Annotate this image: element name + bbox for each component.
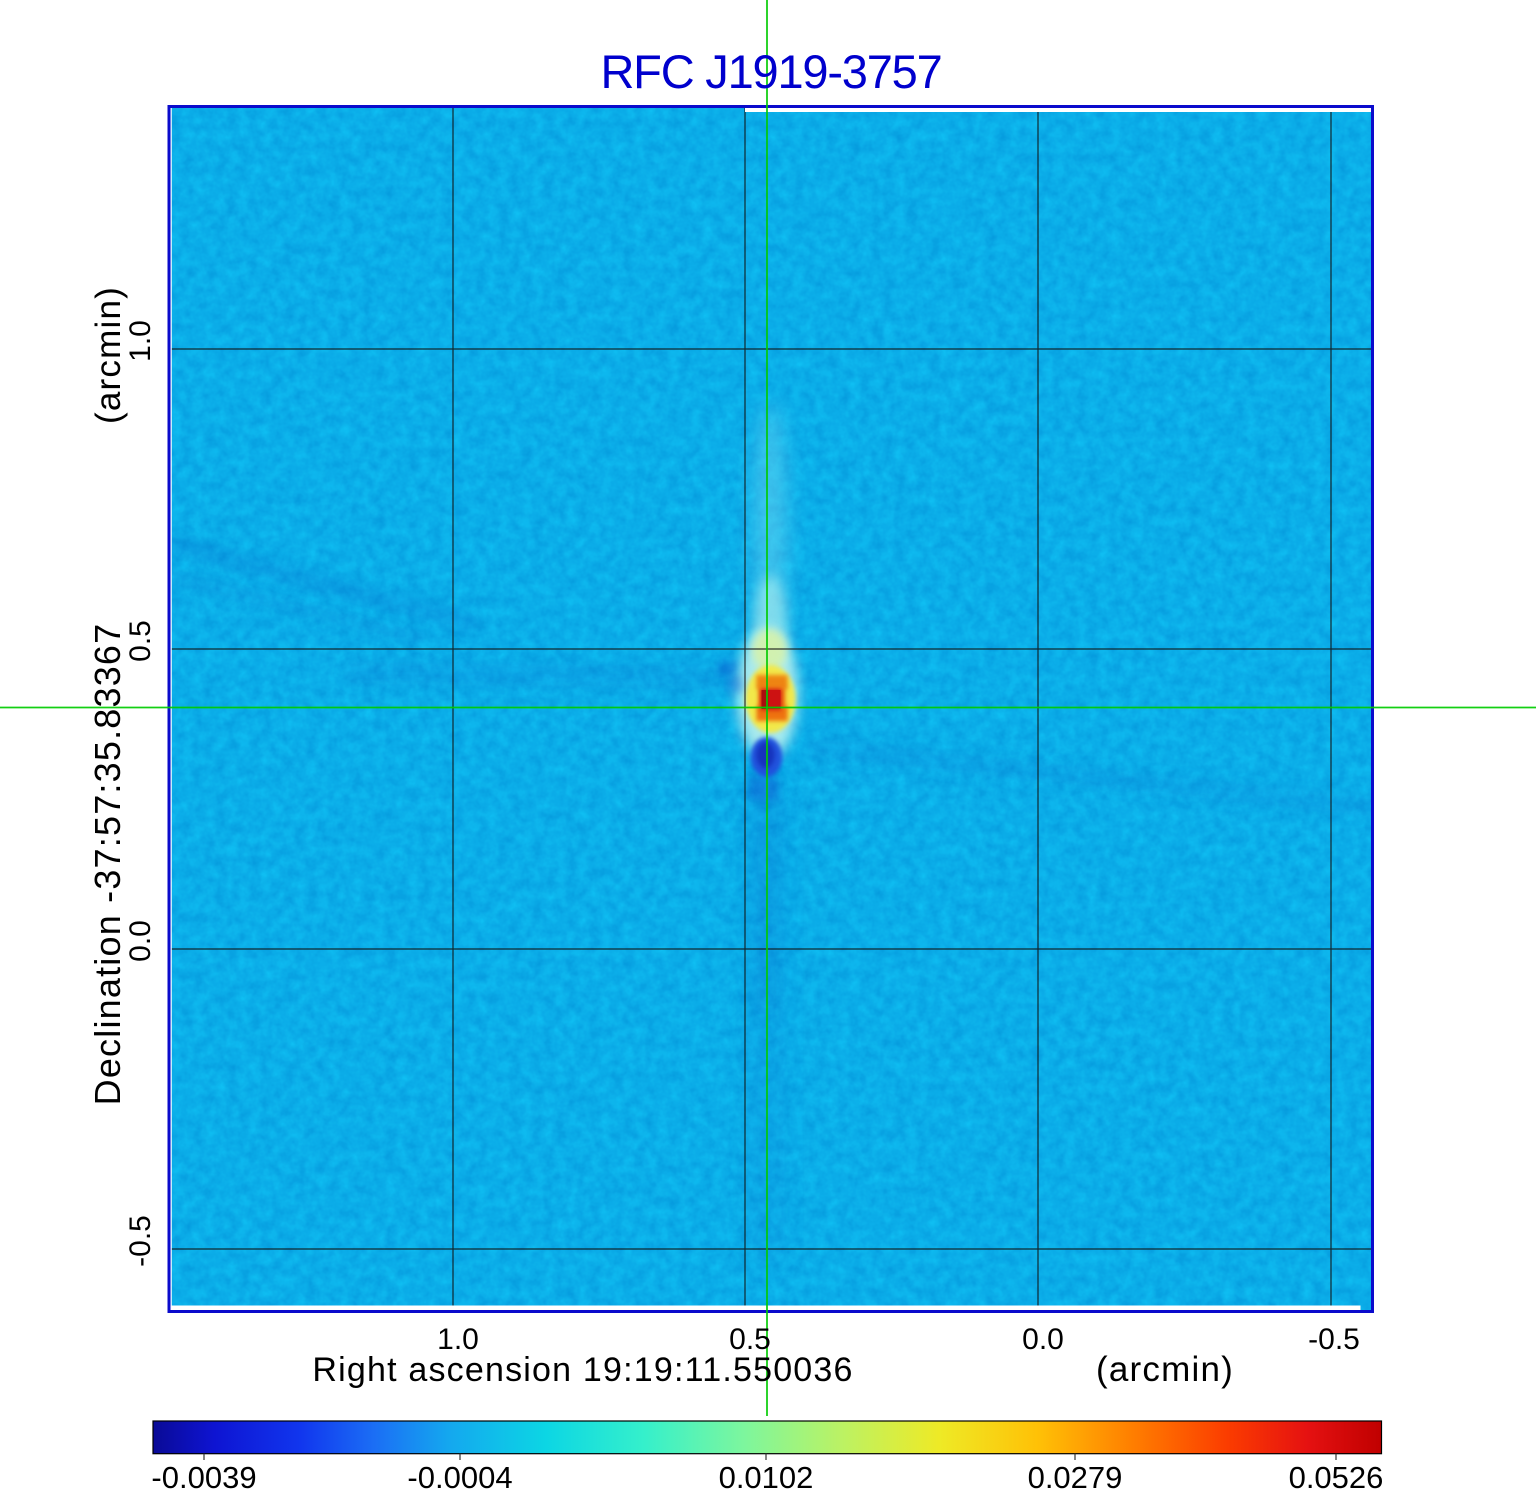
svg-text:-0.0039: -0.0039 xyxy=(151,1460,256,1495)
svg-text:0.0: 0.0 xyxy=(124,920,157,962)
svg-text:Declination -37:57:35.83367: Declination -37:57:35.83367 xyxy=(87,623,128,1106)
svg-text:RFC J1919-3757: RFC J1919-3757 xyxy=(600,45,941,98)
svg-text:1.0: 1.0 xyxy=(124,320,157,362)
svg-text:0.5: 0.5 xyxy=(124,620,157,662)
svg-text:0.0102: 0.0102 xyxy=(719,1460,814,1495)
svg-text:-0.0004: -0.0004 xyxy=(407,1460,512,1495)
svg-text:Right ascension 19:19:11.5500: Right ascension 19:19:11.550036 xyxy=(312,1351,853,1389)
svg-text:1.0: 1.0 xyxy=(437,1323,479,1356)
svg-text:0.0: 0.0 xyxy=(1022,1323,1064,1356)
svg-text:(arcmin): (arcmin) xyxy=(1096,1350,1234,1389)
svg-text:(arcmin): (arcmin) xyxy=(89,286,128,424)
svg-text:0.5: 0.5 xyxy=(729,1323,771,1356)
svg-text:0.0526: 0.0526 xyxy=(1289,1460,1384,1495)
svg-text:-0.5: -0.5 xyxy=(1308,1323,1360,1356)
svg-text:-0.5: -0.5 xyxy=(124,1215,157,1267)
svg-text:0.0279: 0.0279 xyxy=(1028,1460,1123,1495)
